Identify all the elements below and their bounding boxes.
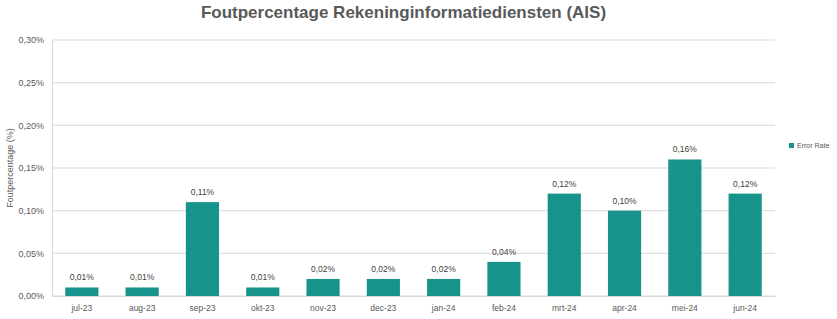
bar bbox=[427, 279, 460, 296]
x-tick-label: jan-24 bbox=[431, 303, 456, 313]
data-labels: 0,01% 0,01% 0,11% 0,01% 0,02% 0,02% 0,02% 0,04%… bbox=[70, 144, 758, 282]
x-tick-label: sep-23 bbox=[189, 303, 215, 313]
grid-line bbox=[52, 40, 775, 41]
bar bbox=[65, 287, 98, 296]
y-tick: 0,20% bbox=[18, 121, 52, 131]
y-tick-label: 0,05% bbox=[18, 249, 44, 259]
y-tick-label: 0,10% bbox=[18, 206, 44, 216]
x-tick-label: jun-24 bbox=[732, 303, 757, 313]
y-tick: 0,10% bbox=[18, 206, 52, 216]
x-tick-label: mei-24 bbox=[672, 303, 698, 313]
y-tick-label: 0,00% bbox=[18, 291, 44, 301]
chart: 0,00% 0,05% 0,10% 0,15% 0,20% 0,25% 0,30% 0,01%… bbox=[0, 0, 837, 319]
y-tick-label: 0,30% bbox=[18, 35, 44, 45]
data-label: 0,01% bbox=[70, 272, 95, 282]
bars bbox=[65, 159, 761, 296]
grid-line bbox=[52, 210, 775, 211]
x-tick: jul-23 bbox=[70, 296, 92, 313]
y-tick: 0,00% bbox=[18, 291, 52, 301]
x-tick-label: okt-23 bbox=[251, 303, 275, 313]
data-label: 0,16% bbox=[673, 144, 698, 154]
data-label: 0,10% bbox=[612, 196, 637, 206]
x-tick: jun-24 bbox=[732, 296, 757, 313]
x-axis-line bbox=[53, 296, 776, 297]
grid-line bbox=[52, 82, 775, 83]
data-label: 0,04% bbox=[492, 247, 517, 257]
bar bbox=[126, 287, 159, 296]
y-axis: 0,00% 0,05% 0,10% 0,15% 0,20% 0,25% 0,30% bbox=[18, 35, 52, 301]
title: Foutpercentage Rekeninginformatiedienste… bbox=[201, 3, 606, 22]
bar bbox=[487, 262, 520, 296]
x-tick: nov-23 bbox=[310, 296, 336, 313]
x-tick-label: feb-24 bbox=[492, 303, 516, 313]
y-axis-title: Foutpercentage (%) bbox=[5, 128, 15, 208]
x-tick: mei-24 bbox=[672, 296, 698, 313]
x-tick: apr-24 bbox=[612, 296, 637, 313]
x-tick-label: jul-23 bbox=[70, 303, 92, 313]
bar bbox=[186, 202, 219, 296]
grid-line bbox=[52, 296, 775, 297]
y-tick: 0,25% bbox=[18, 78, 52, 88]
grid-line bbox=[52, 253, 775, 254]
bar bbox=[306, 279, 339, 296]
data-label: 0,02% bbox=[371, 264, 396, 274]
y-tick-label: 0,15% bbox=[18, 163, 44, 173]
bar bbox=[608, 211, 641, 296]
bar bbox=[246, 287, 279, 296]
legend-label: Error Rate bbox=[797, 142, 829, 149]
x-tick-label: apr-24 bbox=[612, 303, 637, 313]
grid-line bbox=[52, 125, 775, 126]
grid-line bbox=[52, 168, 775, 169]
x-tick-label: dec-23 bbox=[370, 303, 396, 313]
x-tick: feb-24 bbox=[492, 296, 516, 313]
bar bbox=[729, 194, 762, 296]
data-label: 0,12% bbox=[733, 179, 758, 189]
data-label: 0,02% bbox=[432, 264, 457, 274]
data-label: 0,11% bbox=[191, 187, 215, 197]
legend-swatch bbox=[789, 143, 794, 148]
x-tick-label: mrt-24 bbox=[552, 303, 577, 313]
x-tick-label: aug-23 bbox=[129, 303, 156, 313]
x-tick: dec-23 bbox=[370, 296, 396, 313]
x-tick-label: nov-23 bbox=[310, 303, 336, 313]
x-axis: jul-23 aug-23 sep-23 okt-23 nov-23 dec-23 jan-… bbox=[53, 296, 776, 313]
y-tick-label: 0,20% bbox=[18, 121, 44, 131]
plot-area: 0,00% 0,05% 0,10% 0,15% 0,20% 0,25% 0,30% 0,01%… bbox=[18, 35, 775, 313]
data-label: 0,01% bbox=[130, 272, 155, 282]
y-axis-line bbox=[52, 41, 53, 297]
data-label: 0,12% bbox=[552, 179, 577, 189]
y-tick-label: 0,25% bbox=[18, 78, 44, 88]
x-tick: aug-23 bbox=[129, 296, 156, 313]
x-tick: mrt-24 bbox=[552, 296, 577, 313]
x-tick: sep-23 bbox=[189, 296, 215, 313]
y-tick: 0,30% bbox=[18, 35, 52, 45]
grid bbox=[52, 40, 775, 296]
bar bbox=[367, 279, 400, 296]
x-tick: jan-24 bbox=[431, 296, 456, 313]
y-tick: 0,15% bbox=[18, 163, 52, 173]
x-tick: okt-23 bbox=[251, 296, 275, 313]
bar bbox=[548, 194, 581, 296]
legend: Error Rate bbox=[789, 142, 829, 149]
y-tick: 0,05% bbox=[18, 249, 52, 259]
data-label: 0,02% bbox=[311, 264, 336, 274]
data-label: 0,01% bbox=[251, 272, 276, 282]
bar bbox=[668, 159, 701, 296]
